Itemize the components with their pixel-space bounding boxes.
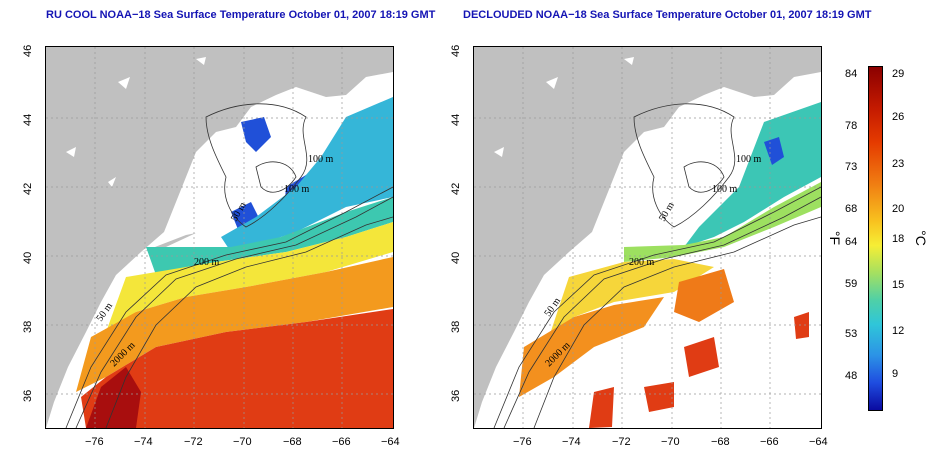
- sst-warm-patch: [674, 269, 734, 322]
- celsius-unit-label: °C: [912, 230, 929, 246]
- fahrenheit-tick-label: 53: [845, 328, 858, 340]
- x-tick-label: −76: [85, 436, 104, 448]
- celsius-tick-label: 15: [892, 279, 905, 291]
- gridlines: [46, 47, 393, 428]
- y-tick-label: 46: [450, 44, 462, 57]
- y-tick-label: 46: [22, 44, 34, 57]
- y-tick-label: 44: [22, 113, 34, 126]
- x-tick-label: −76: [513, 436, 532, 448]
- x-tick-label: −74: [134, 436, 153, 448]
- sst-warm-band: [76, 257, 393, 392]
- fahrenheit-unit-label: °F: [827, 230, 844, 246]
- x-tick-label: −70: [233, 436, 252, 448]
- contour-label: 50 m: [657, 200, 677, 223]
- sst-cold-patch: [764, 137, 784, 165]
- fahrenheit-tick-label: 64: [845, 236, 858, 248]
- celsius-tick-label: 9: [892, 368, 899, 380]
- x-tick-label: −64: [381, 436, 400, 448]
- contour-label: 100 m: [712, 184, 738, 195]
- x-tick-label: −66: [332, 436, 351, 448]
- x-tick-label: −68: [283, 436, 302, 448]
- x-tick-label: −74: [562, 436, 581, 448]
- celsius-tick-label: 18: [892, 233, 905, 245]
- celsius-tick-label: 23: [892, 158, 905, 170]
- celsius-tick-label: 29: [892, 68, 905, 80]
- celsius-tick-label: 20: [892, 203, 905, 215]
- temperature-colorbar: [868, 66, 883, 411]
- fahrenheit-tick-label: 68: [845, 203, 858, 215]
- x-tick-label: −72: [184, 436, 203, 448]
- contour-label: 100 m: [308, 154, 334, 165]
- fahrenheit-tick-label: 84: [845, 68, 858, 80]
- bathymetry-contours: [493, 103, 821, 428]
- sst-cool-band: [684, 102, 821, 247]
- y-tick-label: 40: [22, 251, 34, 264]
- celsius-tick-label: 12: [892, 325, 905, 337]
- sst-hot-zone: [81, 309, 393, 428]
- gridlines: [474, 47, 821, 428]
- x-tick-label: −64: [809, 436, 828, 448]
- right-map-svg: 100 m 100 m 50 m 200 m 50 m 2000 m: [474, 47, 821, 428]
- sst-gulf-stream: [86, 367, 141, 428]
- y-tick-label: 44: [450, 113, 462, 126]
- sst-mid-band: [106, 222, 393, 332]
- x-tick-label: −70: [661, 436, 680, 448]
- y-tick-label: 36: [450, 389, 462, 402]
- x-tick-label: −68: [711, 436, 730, 448]
- fahrenheit-tick-label: 73: [845, 161, 858, 173]
- sst-shelf-band: [624, 182, 821, 262]
- y-tick-label: 42: [450, 182, 462, 195]
- fahrenheit-tick-label: 78: [845, 120, 858, 132]
- contour-label: 100 m: [284, 184, 310, 195]
- left-map-svg: 100 m 100 m 50 m 200 m 50 m 2000 m: [46, 47, 393, 428]
- x-tick-label: −72: [612, 436, 631, 448]
- right-map-panel: 100 m 100 m 50 m 200 m 50 m 2000 m: [473, 46, 822, 429]
- y-tick-label: 42: [22, 182, 34, 195]
- right-map-title: DECLOUDED NOAA−18 Sea Surface Temperatur…: [463, 9, 872, 21]
- left-map-panel: 100 m 100 m 50 m 200 m 50 m 2000 m: [45, 46, 394, 429]
- left-map-title: RU COOL NOAA−18 Sea Surface Temperature …: [46, 9, 436, 21]
- contour-label: 100 m: [736, 154, 762, 165]
- bathymetry-contours: [65, 103, 393, 428]
- y-tick-label: 40: [450, 251, 462, 264]
- y-tick-label: 36: [22, 389, 34, 402]
- sst-warm-band: [519, 297, 664, 397]
- sst-hot-patch: [589, 312, 809, 428]
- y-tick-label: 38: [450, 320, 462, 333]
- land-mass: [46, 47, 393, 428]
- land-mass: [474, 47, 821, 428]
- contour-label: 200 m: [194, 257, 220, 268]
- fahrenheit-tick-label: 48: [845, 370, 858, 382]
- sst-shelf-band: [146, 197, 393, 275]
- x-tick-label: −66: [760, 436, 779, 448]
- celsius-tick-label: 26: [892, 111, 905, 123]
- sst-cool-band: [221, 97, 393, 252]
- fahrenheit-tick-label: 59: [845, 278, 858, 290]
- contour-label: 200 m: [629, 257, 655, 268]
- y-tick-label: 38: [22, 320, 34, 333]
